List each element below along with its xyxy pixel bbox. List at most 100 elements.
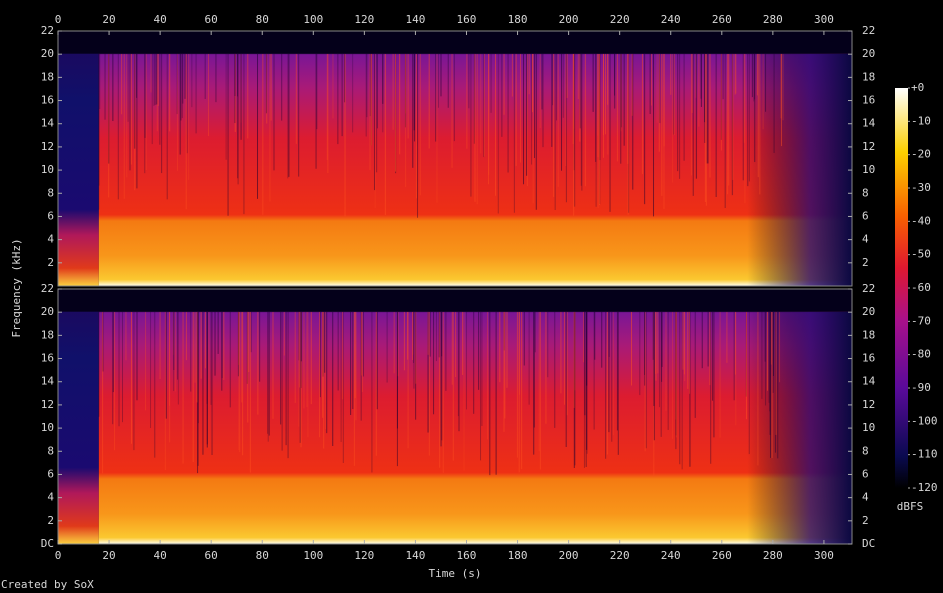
y-tick-label: 22 bbox=[41, 24, 54, 37]
spectrum bbox=[98, 289, 852, 544]
y-tick-label-right: 22 bbox=[862, 282, 875, 295]
y-tick-label: 4 bbox=[47, 491, 54, 504]
colorbar-label: dBFS bbox=[897, 500, 924, 513]
y-tick-label-right: 16 bbox=[862, 94, 875, 107]
colorbar-tick-label: -90 bbox=[911, 381, 931, 394]
y-tick-label-right: 12 bbox=[862, 140, 875, 153]
x-tick-label: 40 bbox=[153, 13, 166, 26]
y-tick-label-right: 20 bbox=[862, 47, 875, 60]
y-tick-label-right: 4 bbox=[862, 233, 869, 246]
colorbar-tick-label: -100 bbox=[911, 414, 938, 427]
y-tick-label-right: 2 bbox=[862, 256, 869, 269]
x-tick-label: 120 bbox=[354, 549, 374, 562]
colorbar-tick-label: -30 bbox=[911, 181, 931, 194]
x-tick-label: 80 bbox=[256, 549, 269, 562]
colorbar-tick-label: -80 bbox=[911, 348, 931, 361]
lead-in bbox=[58, 31, 99, 286]
x-tick-label: 220 bbox=[610, 549, 630, 562]
y-tick-label: 12 bbox=[41, 398, 54, 411]
x-tick-label: 300 bbox=[814, 13, 834, 26]
y-tick-label-right: 4 bbox=[862, 491, 869, 504]
y-tick-label-right: 16 bbox=[862, 352, 875, 365]
plot-frame bbox=[57, 30, 853, 287]
x-tick-label: 80 bbox=[256, 13, 269, 26]
colorbar-tick-label: -60 bbox=[911, 281, 931, 294]
lead-in bbox=[58, 289, 99, 544]
y-tick-label-right: 14 bbox=[862, 375, 876, 388]
y-tick-label: 10 bbox=[41, 421, 54, 434]
y-tick-label: 6 bbox=[47, 209, 54, 222]
y-axis-label: Frequency (kHz) bbox=[10, 238, 23, 337]
y-tick-label: 18 bbox=[41, 70, 54, 83]
y-tick-label-right: 12 bbox=[862, 398, 875, 411]
y-tick-label-right: DC bbox=[862, 537, 875, 550]
colorbar-tick-label: +0 bbox=[911, 81, 924, 94]
x-tick-label: 200 bbox=[559, 549, 579, 562]
x-tick-label: 100 bbox=[303, 549, 323, 562]
x-tick-label: 100 bbox=[303, 13, 323, 26]
y-tick-label-right: 22 bbox=[862, 24, 875, 37]
colorbar-tick-label: -70 bbox=[911, 314, 931, 327]
y-tick-label-right: 8 bbox=[862, 444, 869, 457]
x-tick-label: 280 bbox=[763, 13, 783, 26]
x-tick-label: 260 bbox=[712, 13, 732, 26]
y-tick-label: 20 bbox=[41, 305, 54, 318]
y-tick-label: 6 bbox=[47, 467, 54, 480]
y-tick-label: 8 bbox=[47, 444, 54, 457]
y-tick-label: 12 bbox=[41, 140, 54, 153]
colorbar-tick-label: -20 bbox=[911, 148, 931, 161]
y-tick-label-right: 20 bbox=[862, 305, 875, 318]
y-tick-label-right: 8 bbox=[862, 186, 869, 199]
y-tick-label: 4 bbox=[47, 233, 54, 246]
footer: Created by SoX bbox=[1, 578, 94, 591]
plot-frame bbox=[57, 288, 853, 545]
x-tick-label: 300 bbox=[814, 549, 834, 562]
colorbar-tick-label: -120 bbox=[911, 481, 938, 494]
y-tick-label-right: 10 bbox=[862, 163, 875, 176]
x-tick-label: 240 bbox=[661, 13, 681, 26]
x-tick-label: 180 bbox=[508, 13, 528, 26]
x-tick-label: 260 bbox=[712, 549, 732, 562]
colorbar-tick-label: -110 bbox=[911, 448, 938, 461]
y-tick-label-right: 2 bbox=[862, 514, 869, 527]
fade-out bbox=[747, 311, 852, 544]
x-tick-label: 20 bbox=[102, 549, 115, 562]
y-tick-label-right: 10 bbox=[862, 421, 875, 434]
colorbar-tick-label: -50 bbox=[911, 248, 931, 261]
y-tick-label: 20 bbox=[41, 47, 54, 60]
x-tick-label: 200 bbox=[559, 13, 579, 26]
x-tick-label: 60 bbox=[205, 549, 218, 562]
x-tick-label: 240 bbox=[661, 549, 681, 562]
y-tick-label: 22 bbox=[41, 282, 54, 295]
y-tick-label: 14 bbox=[41, 375, 55, 388]
x-tick-label: 280 bbox=[763, 549, 783, 562]
y-tick-label-right: 6 bbox=[862, 209, 869, 222]
y-tick-label: DC bbox=[41, 537, 54, 550]
y-tick-label: 16 bbox=[41, 94, 54, 107]
x-tick-label: 0 bbox=[55, 549, 62, 562]
x-tick-label: 140 bbox=[405, 13, 425, 26]
y-tick-label: 2 bbox=[47, 514, 54, 527]
y-tick-label: 18 bbox=[41, 328, 54, 341]
colorbar-tick-label: -10 bbox=[911, 114, 931, 127]
x-tick-label: 120 bbox=[354, 13, 374, 26]
x-tick-label: 220 bbox=[610, 13, 630, 26]
x-tick-label: 0 bbox=[55, 13, 62, 26]
y-tick-label-right: 18 bbox=[862, 70, 875, 83]
y-tick-label: 14 bbox=[41, 117, 55, 130]
x-tick-label: 20 bbox=[102, 13, 115, 26]
y-tick-label-right: 14 bbox=[862, 117, 876, 130]
x-axis-label: Time (s) bbox=[429, 567, 482, 580]
x-tick-label: 40 bbox=[153, 549, 166, 562]
y-tick-label-right: 18 bbox=[862, 328, 875, 341]
y-tick-label: 16 bbox=[41, 352, 54, 365]
colorbar bbox=[895, 88, 908, 488]
y-tick-label: 8 bbox=[47, 186, 54, 199]
fade-out bbox=[747, 53, 852, 287]
x-tick-label: 160 bbox=[457, 549, 477, 562]
y-tick-label: 10 bbox=[41, 163, 54, 176]
y-tick-label-right: 6 bbox=[862, 467, 869, 480]
y-tick-label: 2 bbox=[47, 256, 54, 269]
x-tick-label: 60 bbox=[205, 13, 218, 26]
